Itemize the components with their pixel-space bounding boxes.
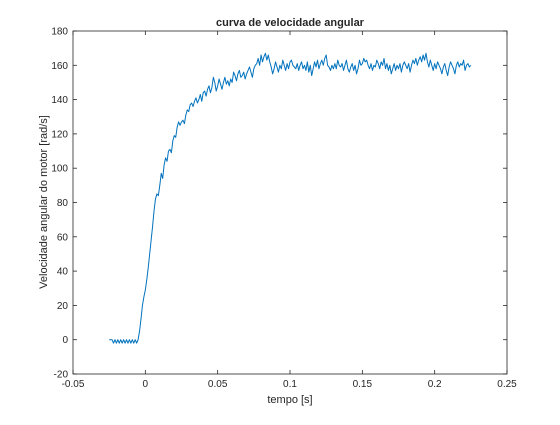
y-tick-label: 180 <box>51 27 68 38</box>
plot-area <box>72 30 508 375</box>
y-tick-label: 100 <box>51 164 68 175</box>
x-axis-ticks: -0.05 0 0.05 0.1 0.15 0.2 0.25 <box>62 31 517 390</box>
x-tick-label: 0 <box>143 379 149 390</box>
series-layer <box>109 52 472 344</box>
x-tick-label: 0.15 <box>353 379 373 390</box>
chart-title: curva de velocidade angular <box>216 17 365 29</box>
x-axis-label: tempo [s] <box>267 394 312 406</box>
y-tick-label: 40 <box>57 267 69 278</box>
y-tick-label: 80 <box>57 198 69 209</box>
x-tick-label: -0.05 <box>62 379 85 390</box>
y-tick-label: 0 <box>62 335 68 346</box>
y-tick-label: 160 <box>51 61 68 72</box>
x-tick-label: 0.25 <box>497 379 517 390</box>
y-tick-label: 140 <box>51 95 68 106</box>
x-tick-label: 0.05 <box>208 379 228 390</box>
y-tick-label: -20 <box>54 370 69 381</box>
x-tick-label: 0.1 <box>283 379 297 390</box>
series-line <box>109 52 472 344</box>
y-axis-label: Velocidade angular do motor [rad/s] <box>38 115 50 289</box>
x-tick-label: 0.2 <box>428 379 442 390</box>
y-tick-label: 120 <box>51 129 68 140</box>
y-tick-label: 20 <box>57 301 69 312</box>
y-tick-label: 60 <box>57 232 69 243</box>
y-axis-ticks: -20 0 20 40 60 80 100 120 140 160 180 <box>51 27 507 381</box>
